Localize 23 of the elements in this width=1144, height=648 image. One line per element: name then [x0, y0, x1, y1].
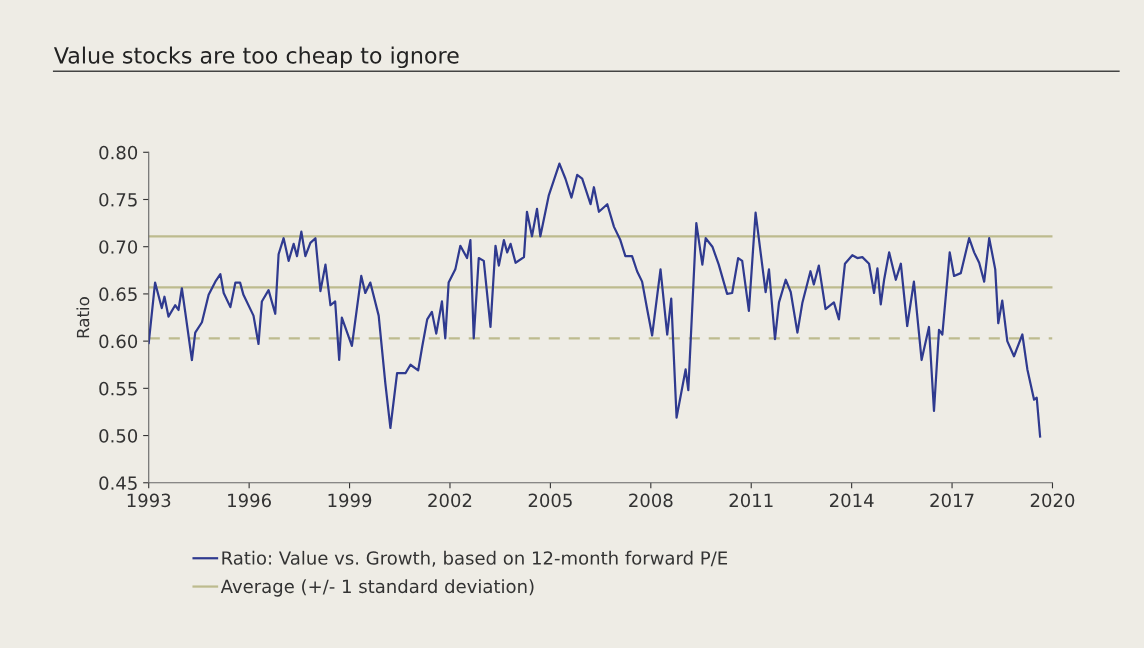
x-tick-label: 1999 [328, 493, 372, 508]
x-tick-label: 2020 [1030, 493, 1075, 508]
y-axis-title: Ratio [76, 297, 90, 338]
x-tick-label: 2002 [428, 493, 472, 508]
x-tick-label: 2011 [729, 493, 773, 508]
legend-label: Ratio: Value vs. Growth, based on 12-month forward P/E [222, 550, 728, 567]
y-tick-label: 0.45 [99, 476, 137, 490]
y-tick-label: 0.70 [99, 240, 138, 254]
legend-label: Average (+/- 1 standard deviation) [220, 579, 534, 597]
x-tick-label: 2014 [829, 493, 874, 508]
y-tick-label: 0.55 [99, 381, 137, 396]
x-tick-label: 1996 [228, 493, 271, 508]
y-tick-label: 0.60 [99, 334, 138, 349]
x-tick-label: 2017 [930, 493, 974, 508]
x-tick-label: 2005 [528, 493, 572, 508]
x-tick-label: 2008 [629, 493, 673, 508]
y-tick-label: 0.50 [99, 429, 138, 443]
chart-title: Value stocks are too cheap to ignore [53, 46, 459, 69]
y-tick-label: 0.75 [99, 192, 137, 207]
y-tick-label: 0.80 [99, 145, 138, 160]
x-tick-label: 1993 [127, 493, 171, 508]
y-tick-label: 0.65 [99, 287, 137, 302]
line-series [148, 162, 1042, 438]
